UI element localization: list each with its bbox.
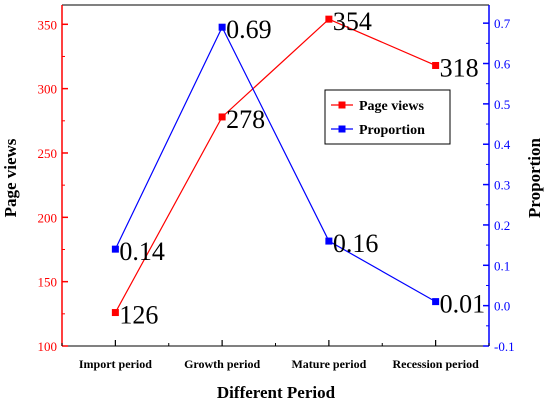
legend-entry-label: Proportion (359, 123, 425, 138)
right-tick-label: 0.4 (494, 137, 511, 152)
left-y-axis-title: Page views (1, 138, 20, 217)
legend: Page views Proportion (324, 89, 451, 145)
data-point (432, 298, 440, 306)
data-label: 0.01 (440, 290, 486, 319)
legend-box (324, 89, 451, 145)
left-tick-label: 200 (38, 210, 58, 225)
right-tick-label: 0.0 (494, 299, 510, 314)
right-y-axis: -0.1 0.0 0.1 0.2 0.3 0.4 0.5 0.6 0.7 (483, 5, 515, 354)
right-tick-label: 0.7 (494, 16, 511, 31)
right-tick-label: 0.3 (494, 178, 510, 193)
plot-frame (62, 4, 489, 347)
legend-swatch-marker (338, 125, 346, 133)
left-y-axis: 100 150 200 250 300 350 (38, 5, 68, 354)
left-tick-label: 100 (38, 339, 58, 354)
data-label: 354 (333, 7, 372, 36)
series-layer: 126 278 354 318 0.14 0.69 0.16 0.01 (111, 7, 486, 330)
x-tick-label: Recession period (392, 357, 479, 371)
data-label: 318 (440, 53, 479, 82)
left-tick-label: 250 (38, 146, 58, 161)
data-point (111, 309, 119, 317)
data-point (218, 23, 226, 31)
x-axis-title: Different Period (217, 383, 336, 402)
data-label: 0.14 (119, 237, 165, 266)
left-tick-label: 300 (38, 82, 58, 97)
data-label: 278 (226, 105, 265, 134)
data-label: 126 (119, 301, 158, 330)
right-tick-label: 0.1 (494, 258, 510, 273)
data-point (111, 245, 119, 253)
data-label: 0.16 (333, 229, 379, 258)
data-point (325, 237, 333, 245)
data-point (325, 15, 333, 23)
series-proportion: 0.14 0.69 0.16 0.01 (111, 15, 486, 319)
legend-entry-label: Page views (359, 99, 424, 114)
left-tick-label: 350 (38, 17, 58, 32)
x-tick-label: Mature period (291, 357, 366, 371)
x-tick-label: Growth period (184, 357, 260, 371)
series-line (114, 18, 436, 313)
right-tick-label: 0.6 (494, 57, 511, 72)
data-label: 0.69 (226, 15, 272, 44)
right-tick-label: 0.5 (494, 97, 510, 112)
legend-swatch-marker (338, 101, 346, 109)
right-y-axis-title: Proportion (525, 137, 544, 218)
right-tick-label: -0.1 (494, 339, 515, 354)
right-tick-label: 0.2 (494, 218, 510, 233)
data-point (218, 113, 226, 121)
x-axis: Import period Growth period Mature period R… (61, 340, 490, 371)
series-page-views: 126 278 354 318 (111, 7, 479, 330)
series-line (114, 25, 436, 303)
left-tick-label: 150 (38, 275, 58, 290)
data-point (432, 61, 440, 69)
x-tick-label: Import period (79, 357, 152, 371)
